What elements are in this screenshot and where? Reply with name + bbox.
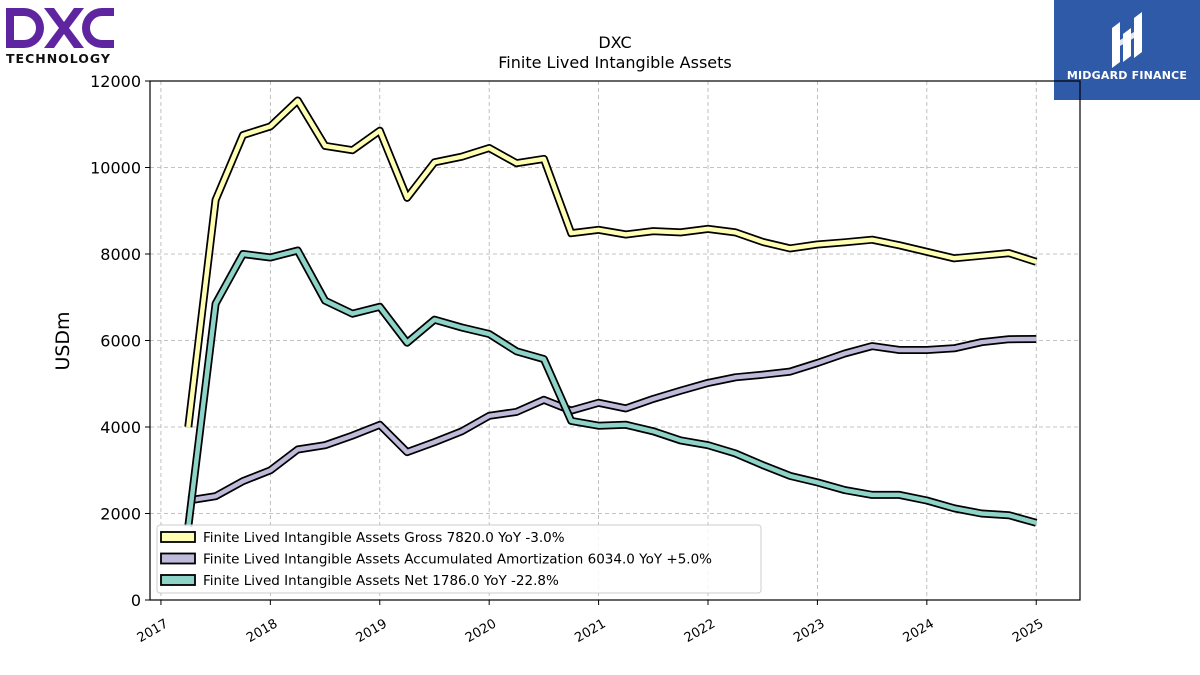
legend-box bbox=[156, 524, 762, 594]
dxc-logo-mark bbox=[6, 8, 114, 48]
y-tick-label: 8000 bbox=[100, 245, 141, 264]
series-outline-2 bbox=[184, 246, 1038, 527]
y-axis-label: USDm bbox=[52, 311, 74, 370]
dxc-logo bbox=[4, 4, 116, 68]
x-tick-label: 2018 bbox=[244, 616, 280, 646]
dxc-logo-text: TECHNOLOGY bbox=[6, 51, 111, 66]
series-outline-0 bbox=[184, 96, 1038, 428]
y-tick-label: 10000 bbox=[90, 159, 141, 178]
x-tick-label: 2023 bbox=[791, 616, 827, 646]
series-line-0 bbox=[186, 98, 1037, 428]
x-tick-label: 2019 bbox=[354, 616, 390, 646]
legend-swatch-1 bbox=[160, 552, 196, 565]
grid bbox=[150, 80, 1080, 601]
x-tick-label: 2022 bbox=[682, 616, 718, 646]
midgard-logo-text: MIDGARD FINANCE bbox=[1066, 69, 1188, 82]
chart-subtitle: Finite Lived Intangible Assets bbox=[498, 53, 731, 72]
legend-swatch-2 bbox=[160, 574, 196, 586]
x-axis: 2017 2018 2019 2020 2021 2022 2023 2024 2025 bbox=[135, 600, 1046, 646]
series-line-1 bbox=[187, 336, 1037, 503]
series-line-2 bbox=[186, 248, 1037, 527]
y-tick-label: 0 bbox=[131, 591, 141, 610]
series-lines bbox=[184, 96, 1038, 527]
x-tick-label: 2017 bbox=[135, 616, 171, 646]
series-outline-1 bbox=[187, 335, 1037, 505]
x-tick-label: 2020 bbox=[463, 616, 499, 646]
x-tick-label: 2021 bbox=[572, 616, 608, 646]
y-axis: 0 2000 4000 6000 8000 10000 12000 bbox=[90, 72, 150, 610]
y-tick-label: 2000 bbox=[100, 505, 141, 524]
legend-label-1: Finite Lived Intangible Assets Accumulat… bbox=[203, 552, 712, 568]
y-tick-label: 4000 bbox=[100, 418, 141, 437]
y-tick-label: 12000 bbox=[90, 72, 141, 91]
legend: Finite Lived Intangible Assets Gross 782… bbox=[156, 524, 762, 594]
legend-swatch-0 bbox=[160, 531, 196, 543]
midgard-logo-mark bbox=[1112, 12, 1142, 68]
x-tick-label: 2025 bbox=[1010, 616, 1046, 646]
x-tick-label: 2024 bbox=[901, 616, 937, 646]
y-tick-label: 6000 bbox=[100, 332, 141, 351]
legend-label-2: Finite Lived Intangible Assets Net 1786.… bbox=[203, 573, 559, 589]
chart-title: DXC bbox=[598, 33, 631, 52]
legend-label-0: Finite Lived Intangible Assets Gross 782… bbox=[203, 530, 565, 546]
midgard-finance-logo: MIDGARD FINANCE bbox=[1054, 0, 1200, 100]
